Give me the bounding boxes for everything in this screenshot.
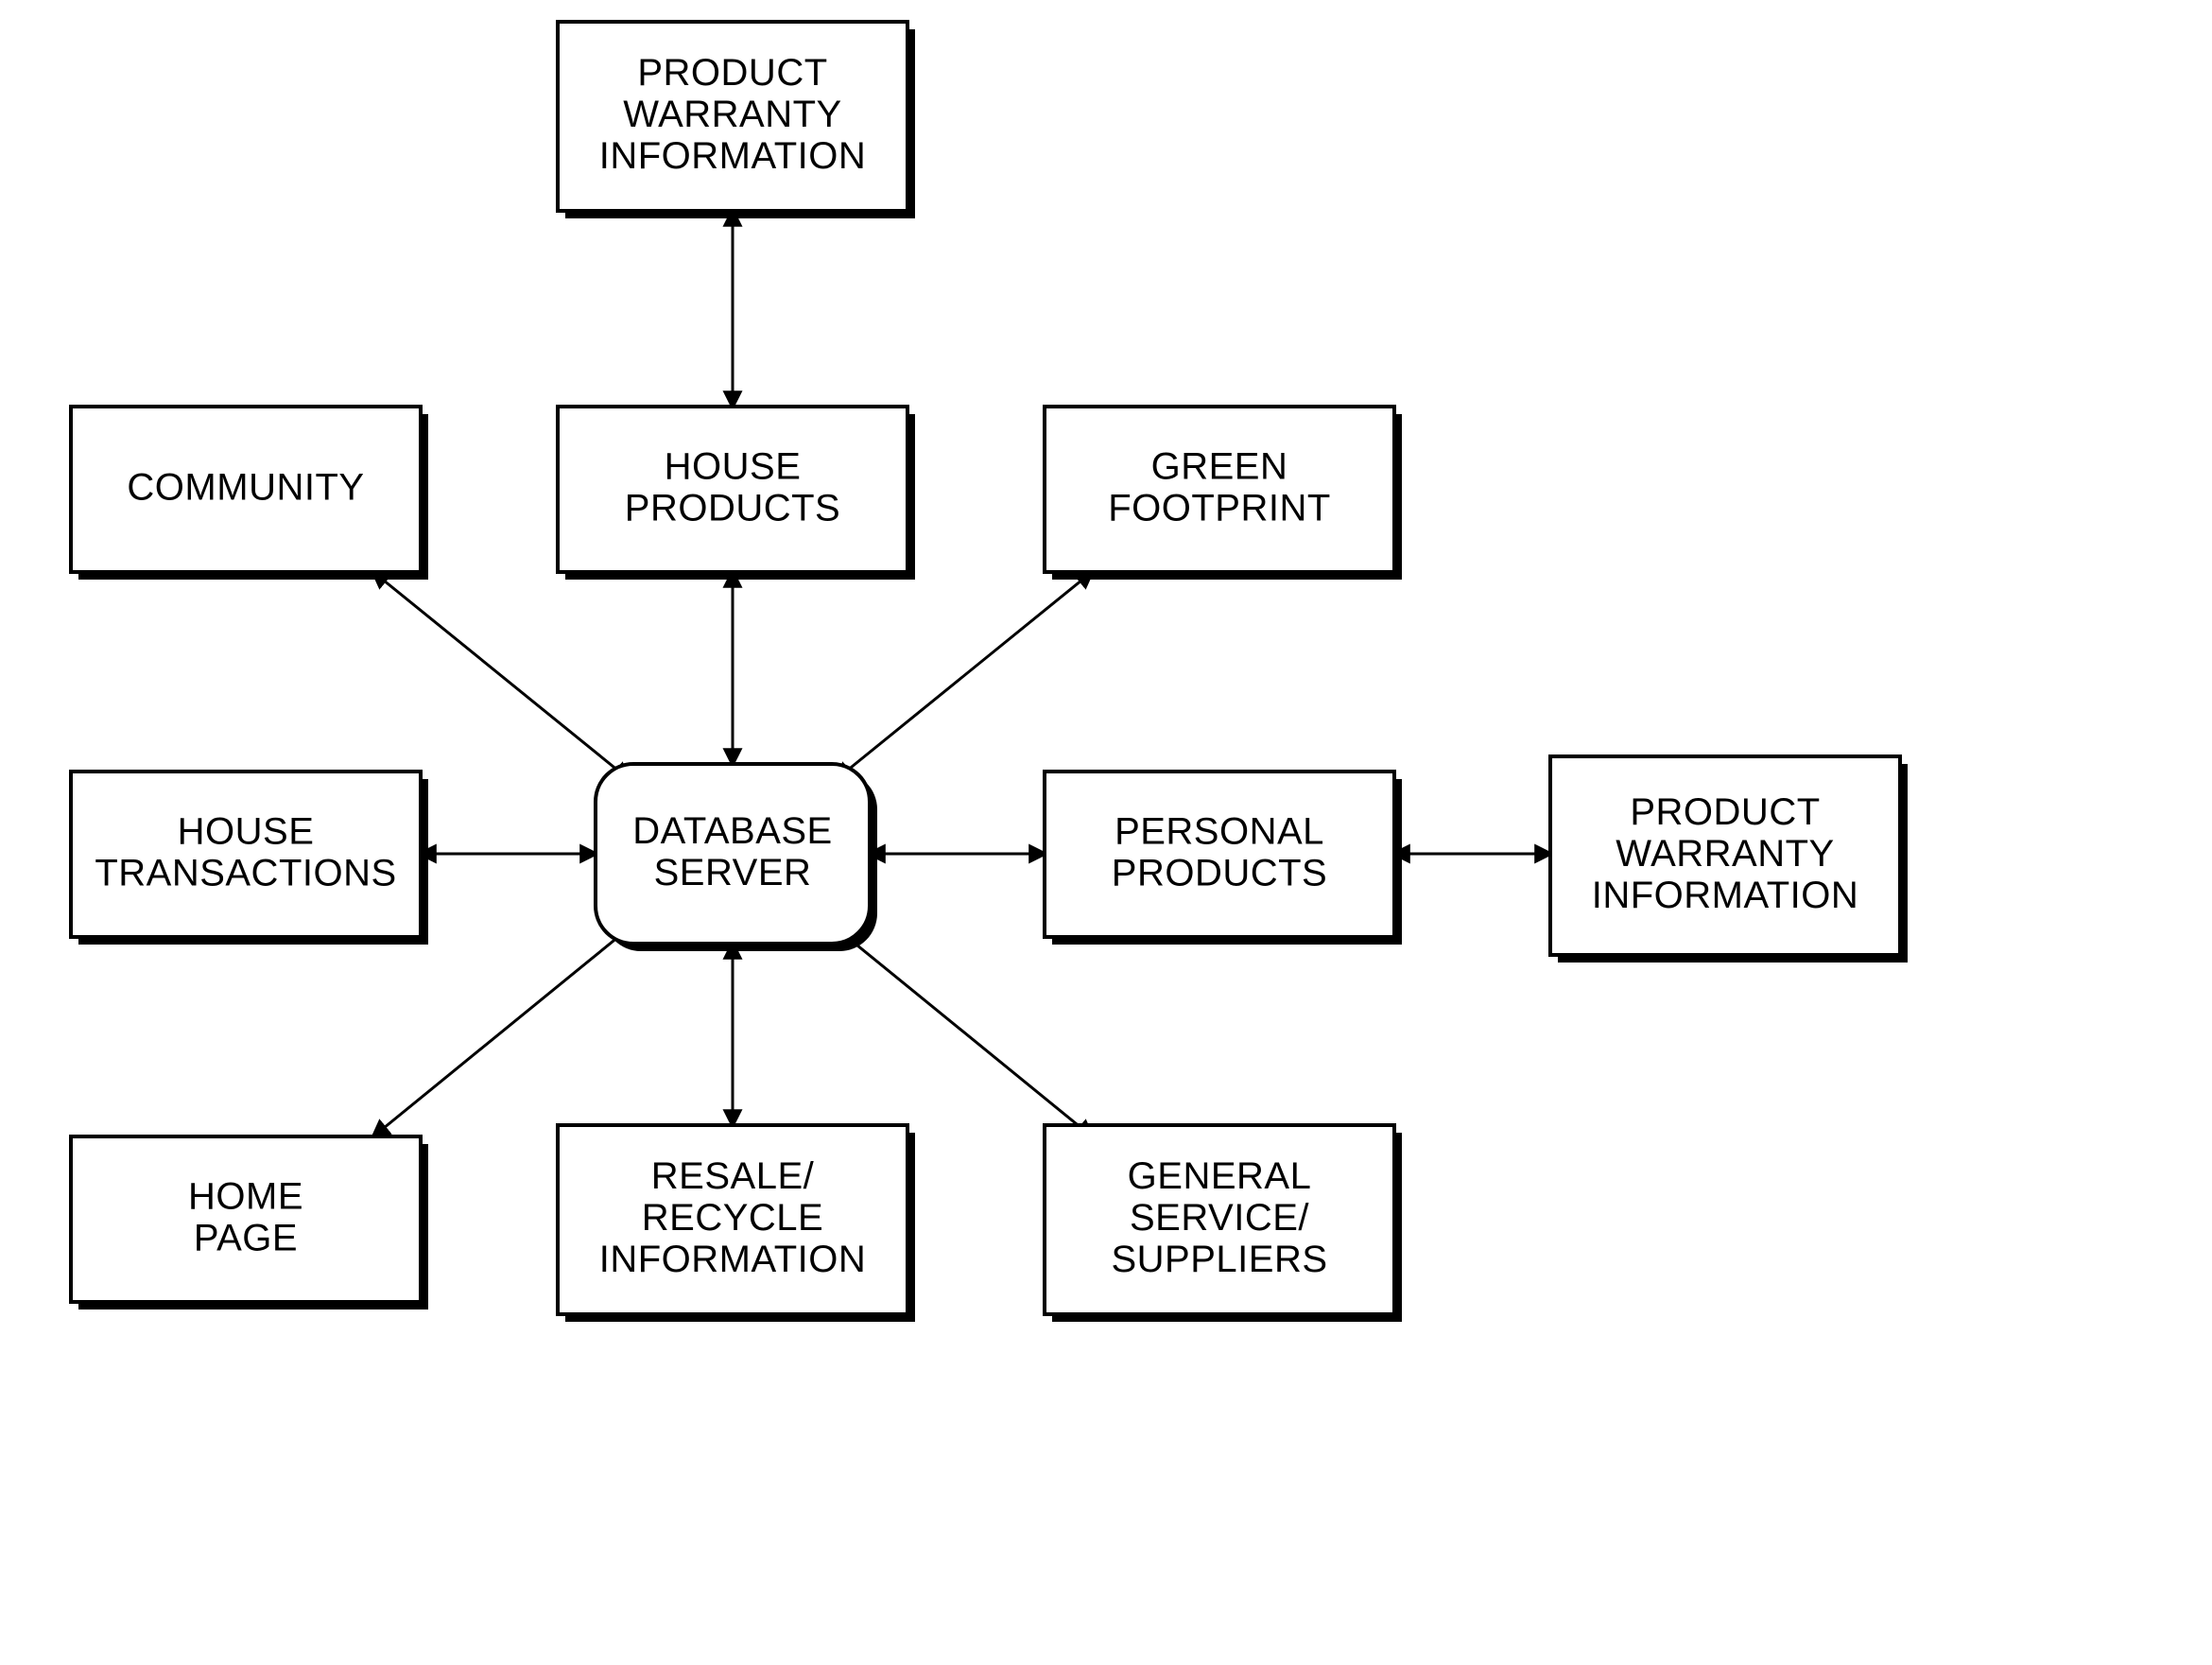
node-home: HOMEPAGE [71, 1136, 428, 1309]
edge-db-home [373, 928, 629, 1136]
node-hp: HOUSEPRODUCTS [558, 407, 915, 580]
node-db: DATABASESERVER [596, 764, 877, 951]
node-label: GENERALSERVICE/SUPPLIERS [1111, 1155, 1327, 1280]
node-label: HOMEPAGE [188, 1175, 303, 1258]
node-gss: GENERALSERVICE/SUPPLIERS [1045, 1125, 1402, 1322]
node-label: PERSONALPRODUCTS [1112, 810, 1327, 893]
edges [373, 211, 1550, 1136]
edge-db-gss [837, 928, 1092, 1136]
node-pwi_top: PRODUCTWARRANTYINFORMATION [558, 22, 915, 218]
node-pp: PERSONALPRODUCTS [1045, 772, 1402, 945]
node-pwi_right: PRODUCTWARRANTYINFORMATION [1550, 756, 1908, 963]
node-label: PRODUCTWARRANTYINFORMATION [1592, 791, 1859, 916]
node-label: PRODUCTWARRANTYINFORMATION [599, 52, 867, 177]
nodes: DATABASESERVER HOUSEPRODUCTS PRODUCTWARRAN… [71, 22, 1908, 1322]
node-rri: RESALE/RECYCLEINFORMATION [558, 1125, 915, 1322]
node-label: COMMUNITY [127, 466, 364, 508]
edge-db-gf [837, 572, 1092, 779]
edge-db-comm [373, 572, 629, 779]
node-ht: HOUSETRANSACTIONS [71, 772, 428, 945]
node-comm: COMMUNITY [71, 407, 428, 580]
node-gf: GREENFOOTPRINT [1045, 407, 1402, 580]
diagram-canvas: DATABASESERVER HOUSEPRODUCTS PRODUCTWARRAN… [0, 0, 2212, 1665]
node-label: DATABASESERVER [632, 810, 832, 893]
